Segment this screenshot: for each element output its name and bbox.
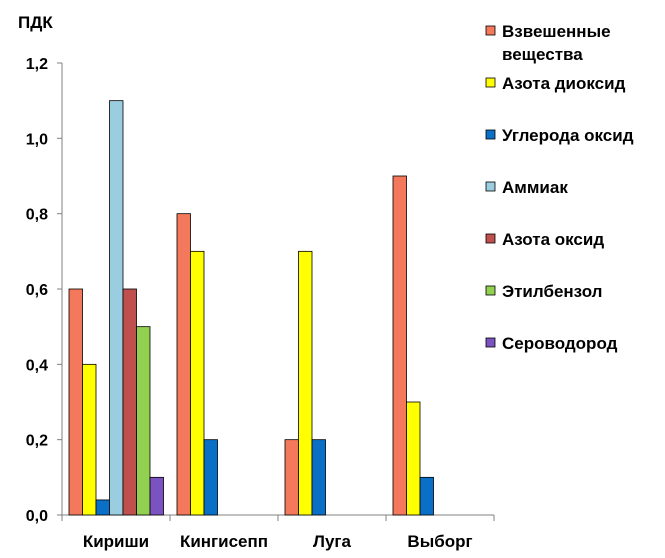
x-category-label: Кириши [83,532,149,551]
bar [284,439,299,516]
y-tick-label: 0,6 [26,282,48,299]
legend-swatch [485,25,496,36]
legend-swatch [485,233,496,244]
legend-label: Азота диоксид [502,74,626,93]
bar [392,175,407,516]
bar [136,326,151,516]
x-category-label: Кингисепп [180,532,268,551]
axes: 0,0 0,2 0,4 0,6 0,8 1,0 1,2 Кириши Кингисепп Луга… [26,56,495,551]
legend-swatch [485,337,496,348]
legend-label: Сероводород [502,334,618,353]
bar [109,100,124,516]
y-tick-label: 1,0 [26,131,48,148]
bar [419,476,434,516]
bar [406,401,421,516]
y-tick-label: 0,8 [26,207,48,224]
y-tick-label: 1,2 [26,56,48,73]
bar [190,250,205,516]
legend-label: Азота оксид [502,230,604,249]
bar [149,476,164,516]
bar [298,250,313,516]
y-tick-label: 0,4 [26,357,48,374]
legend-label: Взвешенные вещества [502,22,611,64]
legend-swatch [485,77,496,88]
legend-swatch [485,129,496,140]
legend-label: Аммиак [502,178,568,197]
legend-label: Углерода оксид [502,126,634,145]
legend-swatch [485,181,496,192]
legend-label: Этилбензол [502,282,602,301]
y-tick-label: 0,2 [26,433,48,450]
legend-swatch [485,285,496,296]
x-category-label: Луга [313,532,351,551]
bar [311,439,326,516]
bar [82,363,97,516]
bars [68,100,434,516]
bar [122,288,137,516]
y-axis-title: ПДК [18,13,53,32]
bar [176,213,191,516]
bar [95,499,110,516]
x-category-label: Выборг [407,532,472,551]
y-tick-label: 0,0 [26,508,48,525]
bar [68,288,83,516]
legend: Взвешенные вещества Азота диоксид Углерода … [485,22,634,353]
bar [203,439,218,516]
